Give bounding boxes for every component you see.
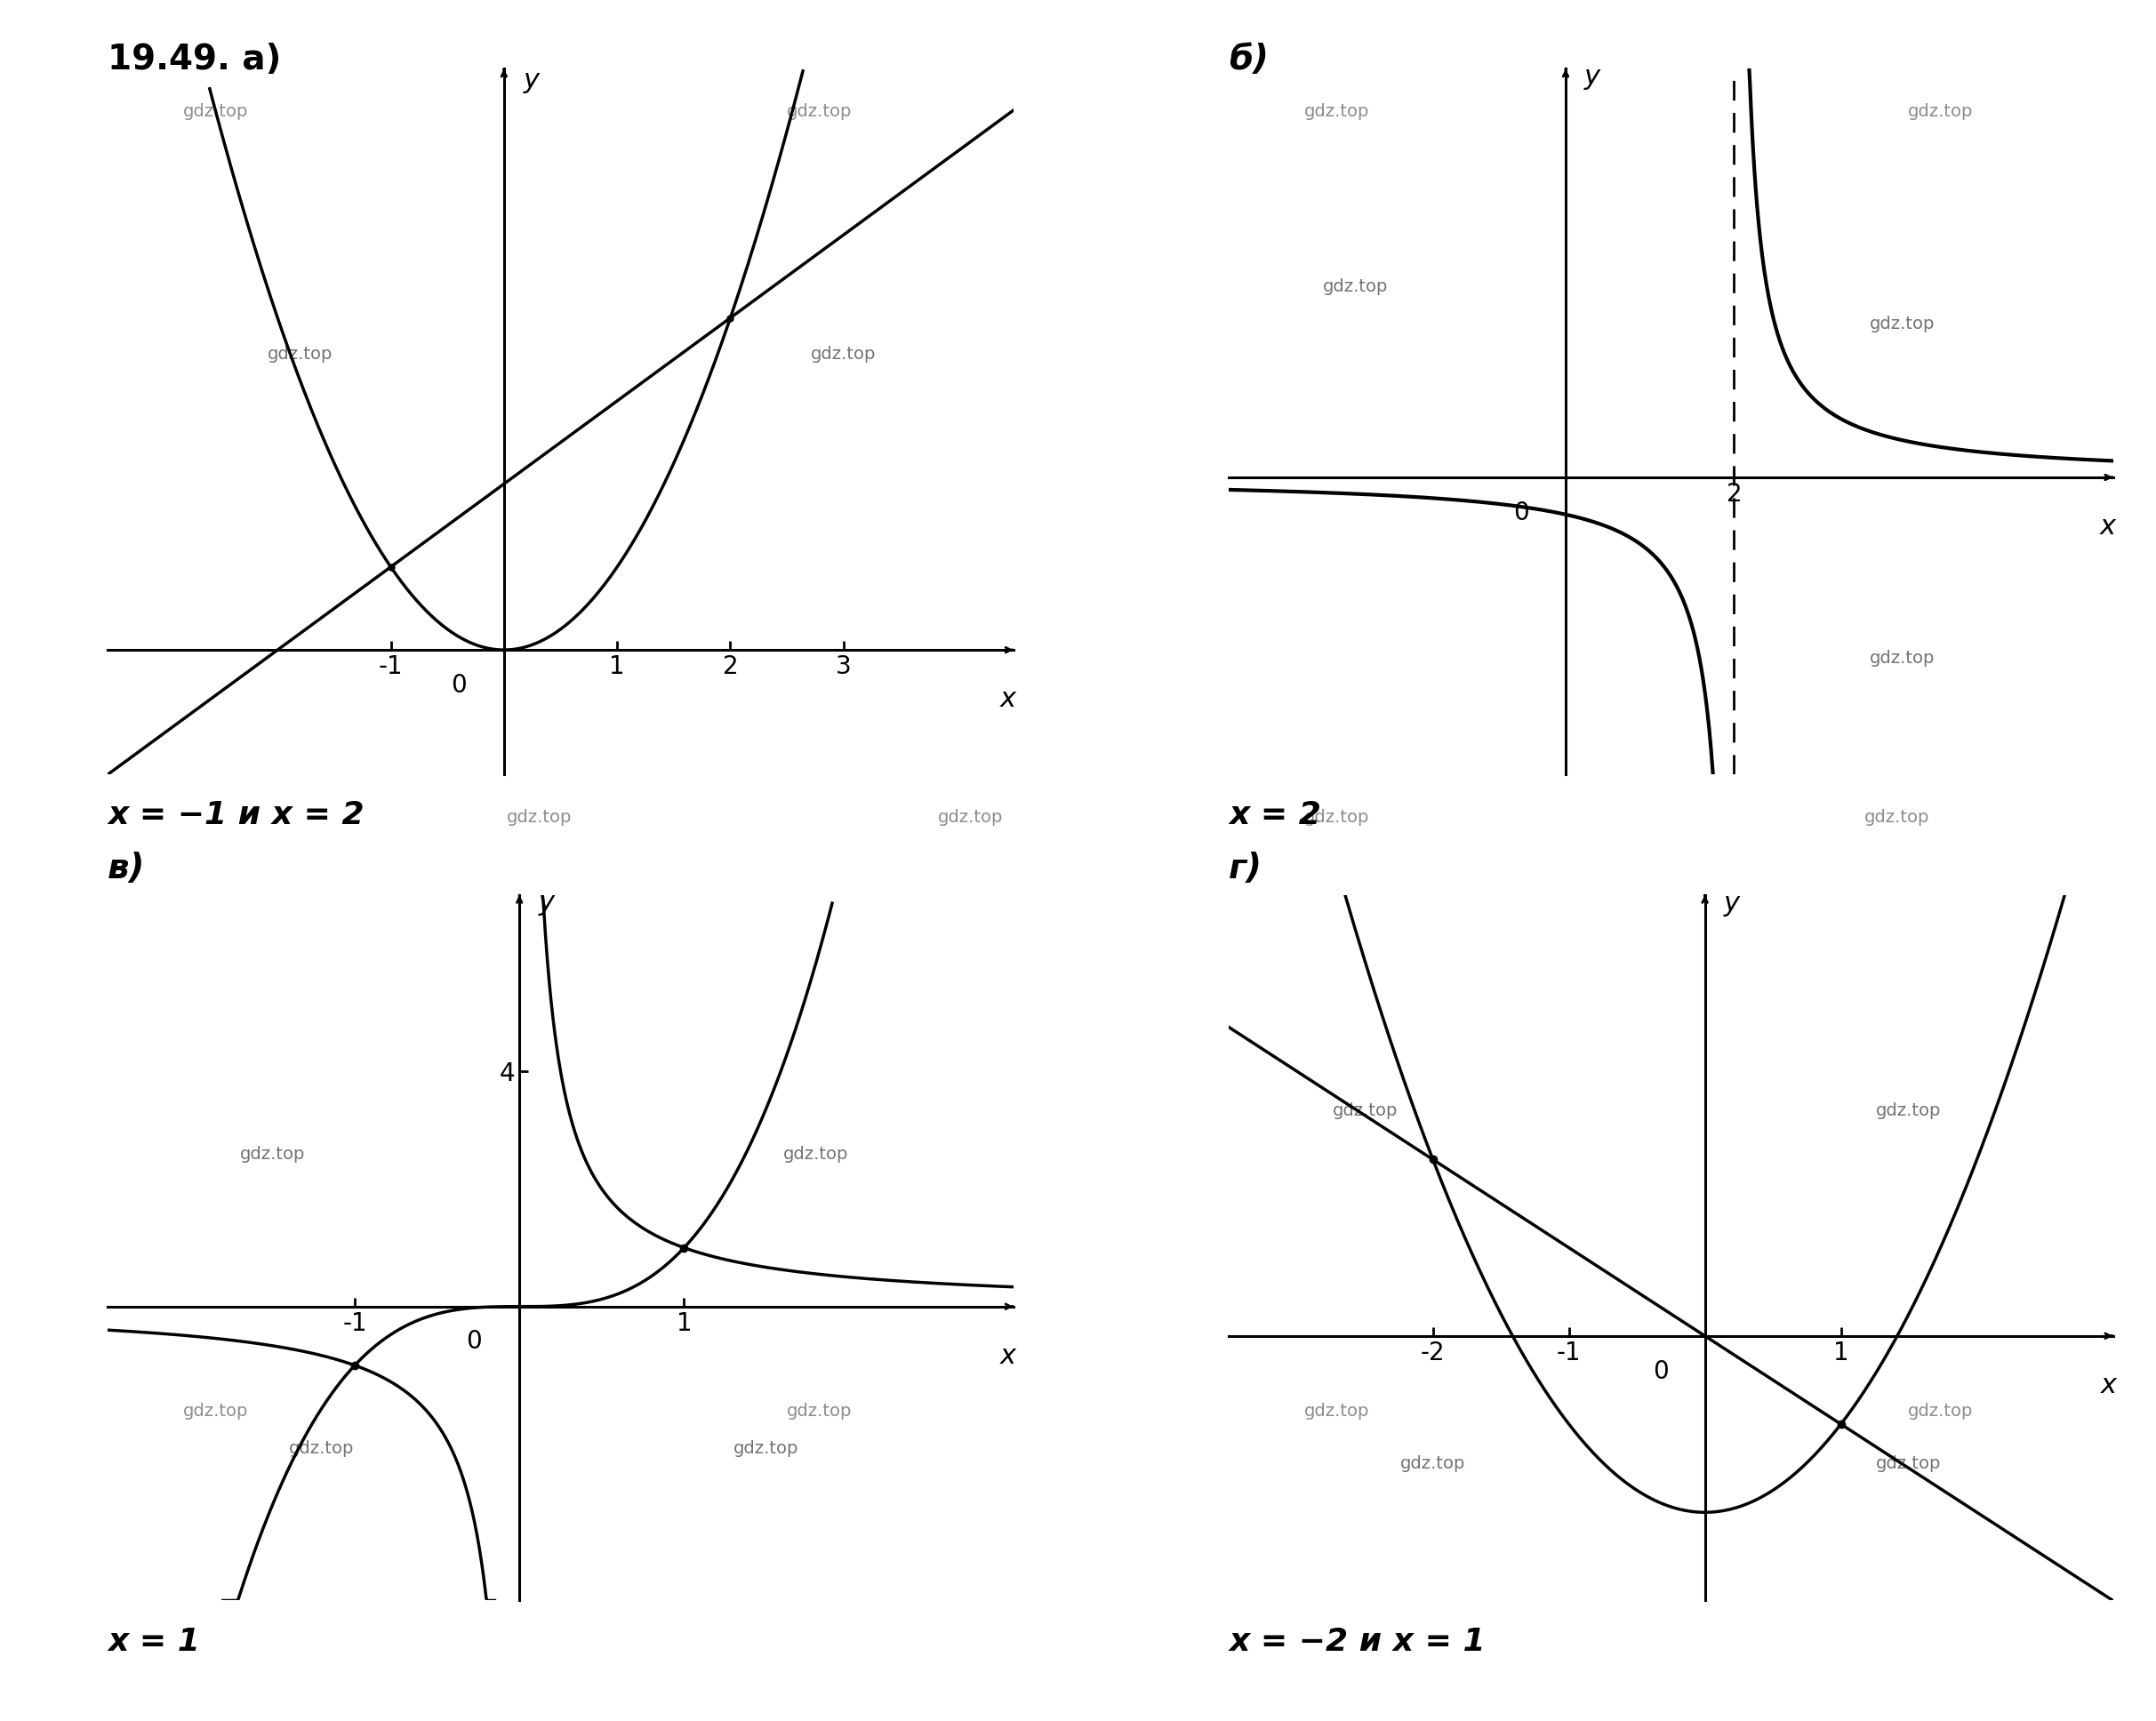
Text: gdz.top: gdz.top bbox=[183, 103, 248, 120]
Text: gdz.top: gdz.top bbox=[1304, 103, 1369, 120]
Text: gdz.top: gdz.top bbox=[1876, 1101, 1943, 1119]
Text: в): в) bbox=[108, 852, 144, 886]
Text: gdz.top: gdz.top bbox=[1304, 809, 1369, 826]
Text: gdz.top: gdz.top bbox=[787, 1403, 852, 1420]
Text: г): г) bbox=[1229, 852, 1263, 886]
Text: x = −1 и x = 2: x = −1 и x = 2 bbox=[108, 800, 364, 831]
Text: б): б) bbox=[1229, 43, 1270, 77]
Text: gdz.top: gdz.top bbox=[733, 1440, 800, 1458]
Text: x: x bbox=[1000, 1342, 1015, 1368]
Text: gdz.top: gdz.top bbox=[507, 809, 571, 826]
Text: y: y bbox=[539, 890, 554, 916]
Text: 0: 0 bbox=[1654, 1360, 1669, 1384]
Text: gdz.top: gdz.top bbox=[267, 346, 332, 363]
Text: gdz.top: gdz.top bbox=[783, 1146, 847, 1163]
Text: gdz.top: gdz.top bbox=[1304, 1403, 1369, 1420]
Text: gdz.top: gdz.top bbox=[1332, 1101, 1397, 1119]
Text: 0: 0 bbox=[451, 673, 466, 697]
Text: gdz.top: gdz.top bbox=[1869, 651, 1936, 666]
Text: gdz.top: gdz.top bbox=[787, 103, 852, 120]
Text: x = −2 и x = 1: x = −2 и x = 1 bbox=[1229, 1626, 1485, 1657]
Text: gdz.top: gdz.top bbox=[1399, 1454, 1466, 1471]
Text: y: y bbox=[1723, 891, 1740, 917]
Text: gdz.top: gdz.top bbox=[1865, 809, 1930, 826]
Text: gdz.top: gdz.top bbox=[938, 809, 1003, 826]
Text: gdz.top: gdz.top bbox=[1322, 279, 1388, 296]
Text: 19.49. a): 19.49. a) bbox=[108, 43, 282, 77]
Text: x = 2: x = 2 bbox=[1229, 800, 1322, 831]
Text: gdz.top: gdz.top bbox=[811, 346, 875, 363]
Text: x: x bbox=[2100, 515, 2115, 540]
Text: gdz.top: gdz.top bbox=[1908, 1403, 1973, 1420]
Text: gdz.top: gdz.top bbox=[183, 1403, 248, 1420]
Text: gdz.top: gdz.top bbox=[239, 1146, 304, 1163]
Text: x: x bbox=[1000, 687, 1015, 712]
Text: x: x bbox=[2100, 1372, 2117, 1397]
Text: 0: 0 bbox=[1514, 501, 1529, 525]
Text: y: y bbox=[524, 67, 539, 93]
Text: x = 1: x = 1 bbox=[108, 1626, 201, 1657]
Text: gdz.top: gdz.top bbox=[1876, 1454, 1943, 1471]
Text: gdz.top: gdz.top bbox=[1908, 103, 1973, 120]
Text: y: y bbox=[1585, 64, 1600, 89]
Text: gdz.top: gdz.top bbox=[289, 1440, 354, 1458]
Text: 0: 0 bbox=[466, 1329, 483, 1354]
Text: gdz.top: gdz.top bbox=[1869, 315, 1936, 332]
